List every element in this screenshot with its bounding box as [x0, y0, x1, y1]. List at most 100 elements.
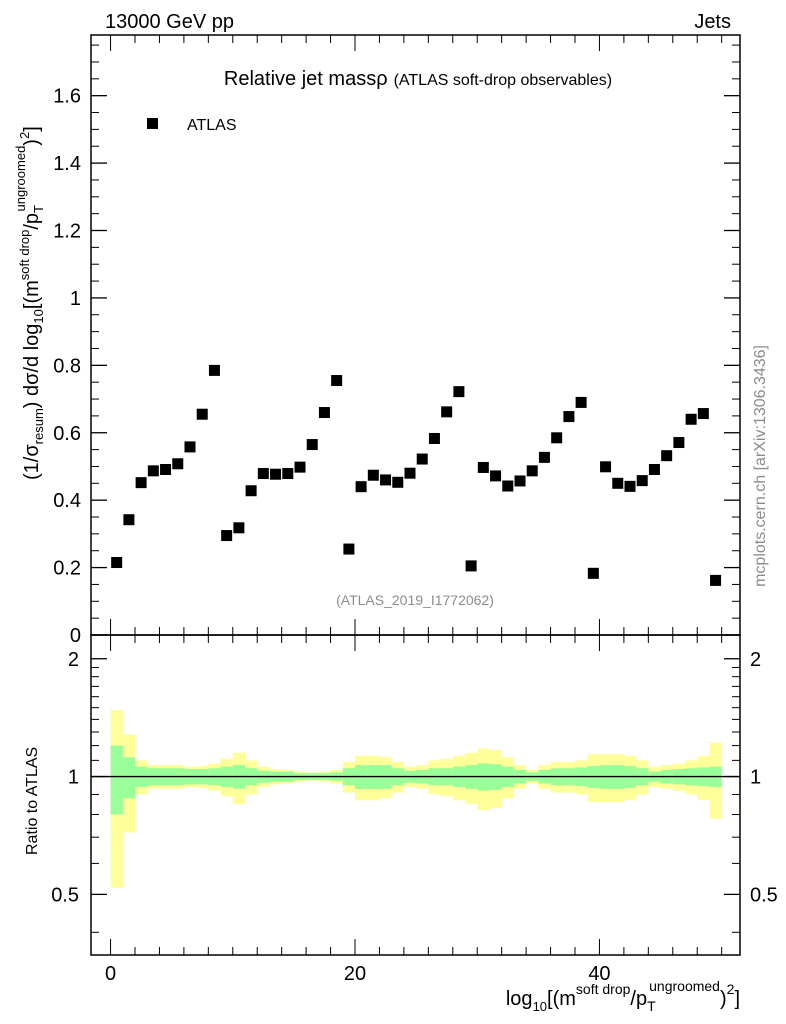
data-point — [160, 463, 172, 475]
data-point — [661, 450, 673, 462]
data-point — [551, 432, 563, 444]
ratio-tick-label-right: 2 — [750, 649, 761, 671]
data-point — [367, 469, 379, 481]
data-point — [563, 411, 575, 423]
y-tick-label: 1.2 — [53, 221, 81, 243]
data-point — [111, 557, 123, 569]
data-point — [587, 567, 599, 579]
y-tick-label: 0.8 — [53, 355, 81, 377]
data-point — [710, 574, 722, 586]
xlabel-sup-softdrop: soft drop — [576, 981, 631, 997]
data-point — [221, 530, 233, 542]
ratio-tick-label-left: 1 — [68, 767, 79, 789]
xlabel-part-b: [(m — [547, 988, 576, 1010]
data-point — [404, 467, 416, 479]
xlabel-sup-ungroomed: ungroomed — [649, 978, 720, 994]
main-y-axis: 0 0.2 0.4 0.6 0.8 1 1.2 1.4 1.6 — [53, 44, 740, 647]
data-point — [575, 396, 587, 408]
data-point — [282, 468, 294, 480]
legend-marker-atlas — [147, 118, 158, 129]
y-tick-label: 1.6 — [53, 86, 81, 108]
xlabel-part-a: log — [506, 988, 533, 1010]
data-point — [331, 375, 343, 387]
ratio-tick-label-left: 0.5 — [51, 884, 79, 906]
title-sub: (ATLAS soft-drop observables) — [394, 72, 612, 89]
data-point — [355, 481, 367, 493]
y-tick-label: 0.4 — [53, 490, 81, 512]
analysis-label: (ATLAS_2019_I1772062) — [336, 592, 494, 608]
energy-label: 13000 GeV pp — [105, 11, 234, 33]
ratio-y-axis-label: Ratio to ATLAS — [24, 747, 41, 855]
data-point — [428, 432, 440, 444]
data-point — [257, 468, 269, 480]
data-point — [208, 364, 220, 376]
watermark: mcplots.cern.ch [arXiv:1306.3436] — [752, 345, 769, 587]
ratio-panel-frame — [90, 634, 741, 956]
legend-label-atlas: ATLAS — [187, 117, 237, 134]
data-point — [318, 407, 330, 419]
xlabel-part-e: ] — [734, 988, 740, 1010]
data-point — [636, 475, 648, 487]
data-point — [270, 468, 282, 480]
x-axis-label: log10[(msoft drop/pTungroomed)2] — [506, 978, 740, 1014]
ylabel-part-f: ] — [21, 126, 43, 132]
ratio-tick-label-left: 2 — [68, 649, 79, 671]
data-point — [196, 408, 208, 420]
data-point — [477, 461, 489, 473]
data-point — [465, 560, 477, 572]
title-rho: ρ — [376, 68, 387, 90]
x-tick-label: 20 — [344, 963, 366, 985]
data-point — [697, 408, 709, 420]
ylabel-sub-T: T — [31, 205, 46, 213]
y-tick-label: 1 — [70, 288, 81, 310]
data-point — [233, 522, 245, 534]
ylabel-sub-10: 10 — [31, 309, 46, 323]
data-point — [380, 474, 392, 486]
data-point — [245, 485, 257, 497]
xlabel-sub-T: T — [647, 998, 656, 1014]
ylabel-sup-2: 2 — [17, 132, 32, 139]
data-point — [416, 453, 428, 465]
data-point — [135, 477, 147, 489]
ylabel-sup-ungroomed: ungroomed — [13, 146, 28, 212]
x-tick-label: 0 — [105, 963, 116, 985]
data-point — [673, 437, 685, 449]
data-point — [123, 514, 135, 526]
data-point — [453, 386, 465, 398]
xlabel-part-c: /p — [630, 988, 647, 1010]
main-x-ticks — [110, 35, 723, 635]
data-point — [147, 465, 159, 477]
ratio-tick-label-right: 0.5 — [750, 884, 778, 906]
data-point — [502, 480, 514, 492]
data-point — [526, 465, 538, 477]
title-main: Relative jet mass — [224, 68, 376, 90]
xlabel-part-d: ) — [720, 988, 727, 1010]
data-point — [441, 406, 453, 418]
ratio-tick-label-right: 1 — [750, 767, 761, 789]
data-point — [538, 451, 550, 463]
ylabel-part-b: ) dσ/d log — [21, 324, 43, 409]
x-tick-label: 40 — [588, 963, 610, 985]
data-point — [685, 413, 697, 425]
data-point — [648, 463, 660, 475]
inner-band-bin — [110, 745, 123, 815]
ylabel-sup-softdrop: soft drop — [17, 230, 32, 281]
data-point — [306, 439, 318, 451]
inner-band-bin — [122, 757, 135, 799]
ratio-outer-band — [110, 709, 722, 888]
data-point — [294, 461, 306, 473]
y-tick-label: 0.6 — [53, 423, 81, 445]
data-point — [514, 475, 526, 487]
y-tick-label: 1.4 — [53, 153, 81, 175]
data-point — [172, 458, 184, 470]
main-y-axis-label: (1/σresum) dσ/d log10[(msoft drop/pTungr… — [13, 126, 46, 480]
ylabel-part-d: /p — [21, 213, 43, 230]
xlabel-sup-2: 2 — [727, 981, 735, 997]
ylabel-sub-resum: resum — [31, 408, 46, 444]
data-point — [624, 480, 636, 492]
atlas-data-points — [111, 364, 722, 586]
y-tick-label: 0.2 — [53, 558, 81, 580]
data-point — [184, 441, 196, 453]
data-point — [392, 476, 404, 488]
